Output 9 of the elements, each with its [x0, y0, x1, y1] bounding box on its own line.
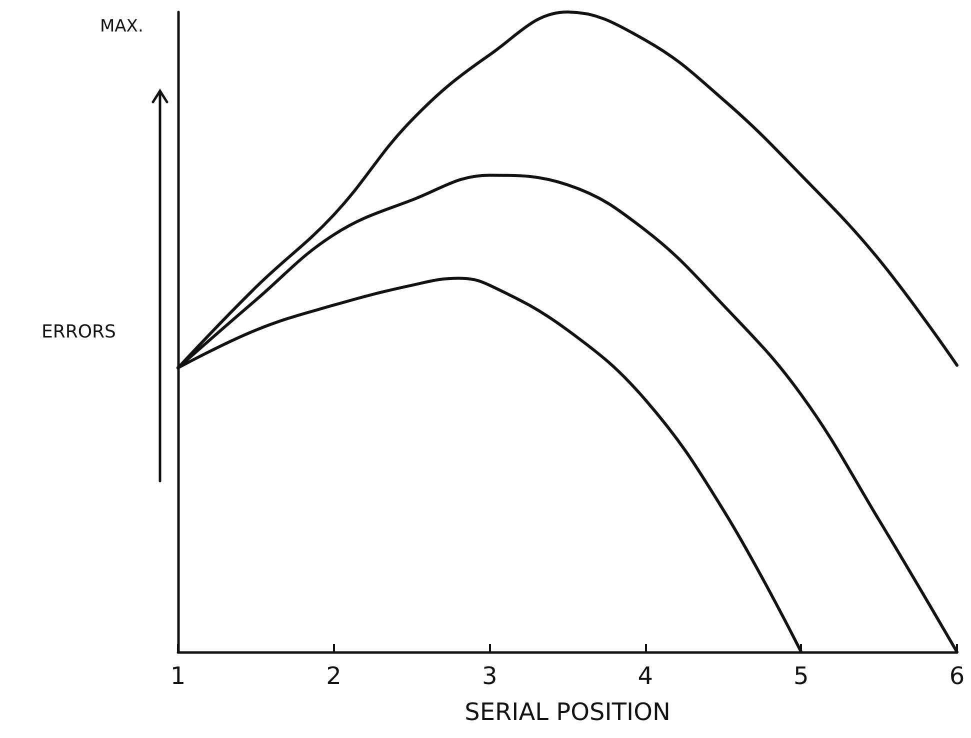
y-axis-title: ERRORS — [42, 322, 116, 342]
x-tick-label: 6 — [949, 662, 965, 690]
x-axis-title: SERIAL POSITION — [464, 698, 670, 726]
x-tick-label: 4 — [638, 662, 654, 690]
x-tick-label: 1 — [170, 662, 186, 690]
x-tick-label: 3 — [482, 662, 498, 690]
x-tick-label: 5 — [794, 662, 809, 690]
x-tick-label: 2 — [326, 662, 342, 690]
text: MAX. — [100, 16, 144, 36]
